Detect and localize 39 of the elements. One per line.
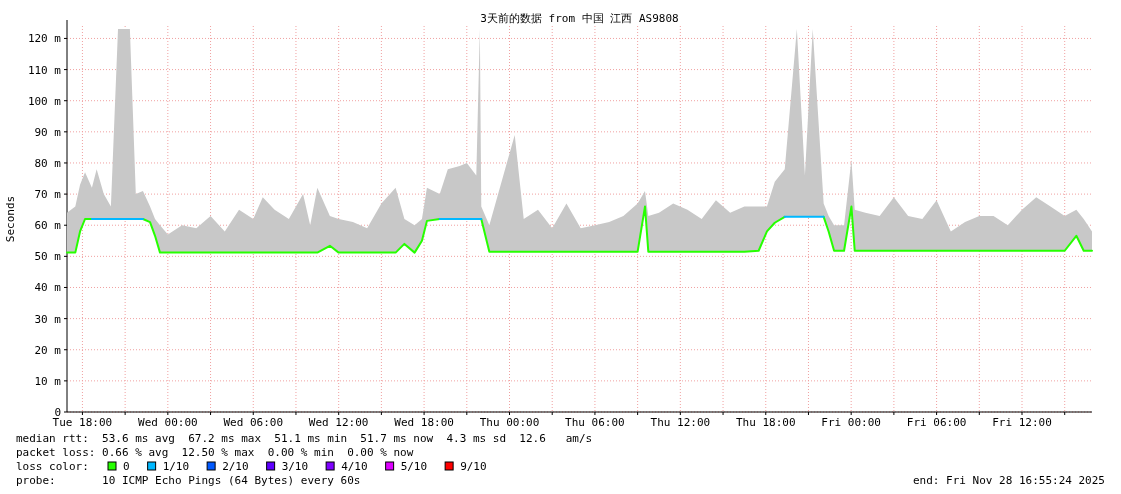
legend-label: 1/10 (162, 460, 190, 473)
x-tick-label: Fri 12:00 (992, 416, 1052, 429)
text: probe: 10 ICMP Echo Pings (64 Bytes) every 60s (16, 474, 361, 487)
x-tick-label: Fri 00:00 (821, 416, 881, 429)
x-tick-label: Thu 00:00 (479, 416, 540, 429)
y-tick-label: 120 m (27, 32, 62, 46)
x-tick-label: Wed 12:00 (308, 416, 369, 429)
x-tick-label: Thu 06:00 (565, 416, 625, 429)
x-tick-label: Wed 00:00 (138, 416, 198, 429)
legend-label: 4/10 (341, 460, 368, 473)
y-tick-label: 80 m (34, 156, 62, 170)
legend-label: 9/10 (460, 460, 487, 473)
y-tick-label: 30 m (34, 312, 62, 326)
legend-label: 5/10 (400, 460, 428, 473)
x-tick-label: Thu 18:00 (735, 416, 796, 429)
chart-title: 3天前的数据 from 中国 江西 AS9808 (480, 12, 679, 25)
y-axis-title: Seconds (4, 195, 17, 243)
legend-label: 2/10 (222, 460, 249, 473)
y-tick-label: 20 m (34, 343, 62, 357)
y-tick-label: 40 m (34, 281, 62, 295)
y-tick-label: 90 m (34, 125, 62, 139)
legend-label: 0 (123, 460, 130, 473)
legend-label: 3/10 (281, 460, 309, 473)
x-tick-label: Fri 06:00 (906, 416, 967, 429)
y-tick-label: 50 m (34, 250, 62, 264)
y-tick-label: 110 m (27, 63, 62, 77)
y-tick-label: 70 m (34, 188, 62, 202)
text: end: Fri Nov 28 16:55:24 2025 (912, 474, 1105, 487)
y-tick-label: 100 m (27, 94, 62, 108)
y-tick-label: 60 m (34, 219, 62, 233)
text: packet loss: 0.66 % avg 12.50 % max 0.00 % min 0.00 % now (16, 446, 414, 459)
x-tick-label: Wed 18:00 (394, 416, 454, 429)
y-tick-label: 0 (54, 406, 61, 419)
y-tick-label: 10 m (34, 374, 62, 388)
x-tick-label: Wed 06:00 (223, 416, 284, 429)
x-tick-label: Tue 18:00 (52, 416, 113, 429)
text: median rtt: 53.6 ms avg 67.2 ms max 51.1 ms min 51.7 ms now 4.3 ms sd 12.6 am/s (16, 432, 593, 445)
x-tick-label: Thu 12:00 (650, 416, 711, 429)
legend-title: loss color: (16, 460, 89, 473)
